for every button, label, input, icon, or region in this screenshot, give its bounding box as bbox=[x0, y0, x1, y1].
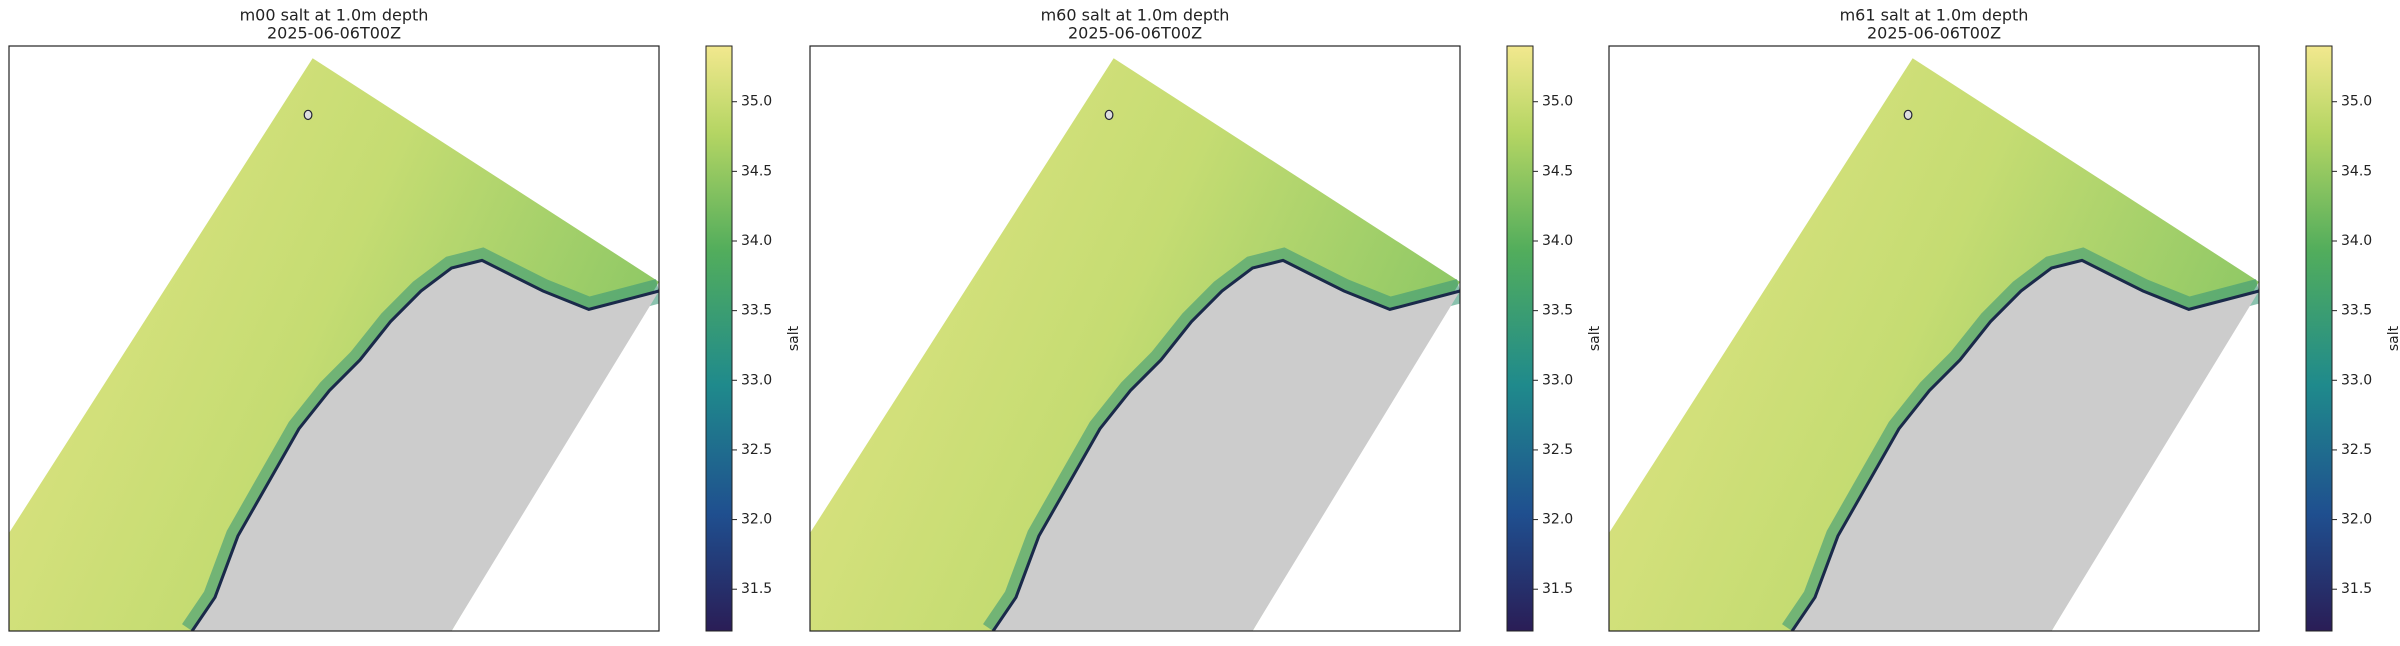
panel-title: 2025-06-06T00Z bbox=[1867, 24, 2001, 43]
colorbar-tick-label: 34.0 bbox=[741, 233, 772, 249]
colorbar-tick-label: 32.0 bbox=[1542, 512, 1573, 528]
colorbar-label: salt bbox=[2386, 325, 2400, 351]
colorbar-label: salt bbox=[786, 325, 802, 351]
colorbar-tick-label: 34.5 bbox=[1542, 163, 1573, 179]
panel-title: m00 salt at 1.0m depth bbox=[240, 6, 429, 25]
colorbar-tick-label: 35.0 bbox=[2341, 94, 2372, 110]
panel-title: m61 salt at 1.0m depth bbox=[1840, 6, 2029, 25]
colorbar-tick-label: 34.5 bbox=[2341, 163, 2372, 179]
map-field bbox=[1609, 58, 2259, 631]
colorbar-tick-label: 32.0 bbox=[741, 512, 772, 528]
panel-title: m60 salt at 1.0m depth bbox=[1041, 6, 1230, 25]
colorbar-tick-label: 33.5 bbox=[2341, 303, 2372, 319]
colorbar-tick-label: 34.5 bbox=[741, 163, 772, 179]
colorbar-tick-label: 33.5 bbox=[1542, 303, 1573, 319]
colorbar-tick-label: 33.0 bbox=[741, 372, 772, 388]
colorbar-tick-label: 33.0 bbox=[1542, 372, 1573, 388]
colorbar-tick-label: 32.5 bbox=[1542, 442, 1573, 458]
colorbar-tick-label: 32.5 bbox=[2341, 442, 2372, 458]
panel-title: 2025-06-06T00Z bbox=[267, 24, 401, 43]
colorbar-tick-label: 33.0 bbox=[2341, 372, 2372, 388]
colorbar-tick-label: 32.0 bbox=[2341, 512, 2372, 528]
colorbar bbox=[2305, 45, 2333, 632]
axes-frame bbox=[1608, 45, 2260, 632]
map-field bbox=[810, 58, 1460, 631]
colorbar-tick-label: 32.5 bbox=[741, 442, 772, 458]
colorbar-tick-label: 35.0 bbox=[741, 94, 772, 110]
colorbar-tick-label: 31.5 bbox=[741, 581, 772, 597]
colorbar-tick-label: 34.0 bbox=[1542, 233, 1573, 249]
panel-title: 2025-06-06T00Z bbox=[1068, 24, 1202, 43]
colorbar bbox=[1506, 45, 1534, 632]
axes-frame bbox=[809, 45, 1461, 632]
colorbar bbox=[705, 45, 733, 632]
map-field bbox=[9, 58, 659, 631]
colorbar-tick-label: 33.5 bbox=[741, 303, 772, 319]
colorbar-label: salt bbox=[1587, 325, 1603, 351]
colorbar-tick-label: 31.5 bbox=[1542, 581, 1573, 597]
colorbar-tick-label: 31.5 bbox=[2341, 581, 2372, 597]
colorbar-tick-label: 34.0 bbox=[2341, 233, 2372, 249]
axes-frame bbox=[8, 45, 660, 632]
colorbar-tick-label: 35.0 bbox=[1542, 94, 1573, 110]
